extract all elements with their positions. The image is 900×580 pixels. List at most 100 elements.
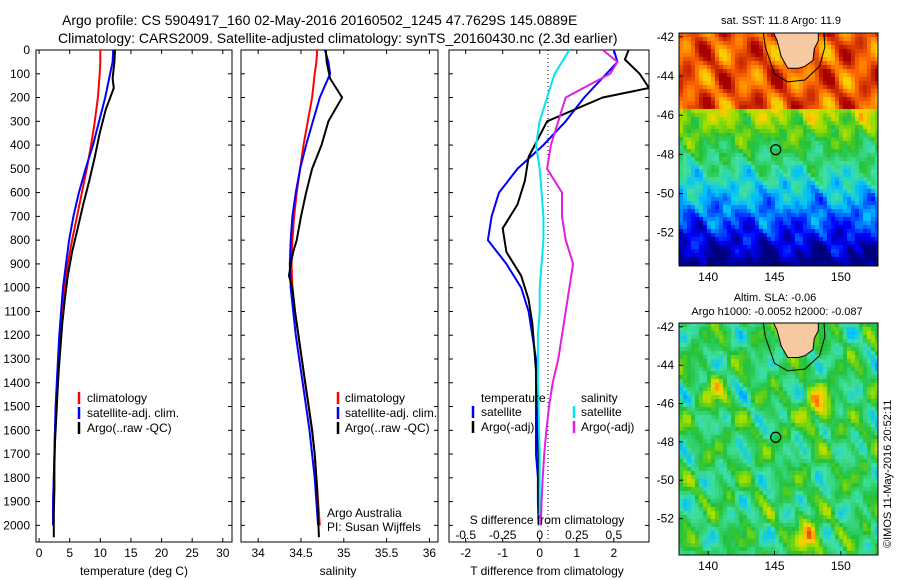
map-cell xyxy=(747,419,752,424)
map-cell xyxy=(839,411,844,416)
map-cell xyxy=(855,241,860,246)
map-cell xyxy=(819,189,824,194)
map-cell xyxy=(839,201,844,206)
map-cell xyxy=(823,149,828,154)
map-cell xyxy=(867,383,872,388)
map-cell xyxy=(715,101,720,106)
map-cell xyxy=(851,351,856,356)
map-cell xyxy=(815,225,820,230)
map-cell xyxy=(815,149,820,154)
map-cell xyxy=(835,185,840,190)
map-cell xyxy=(867,65,872,70)
map-cell xyxy=(803,205,808,210)
map-cell xyxy=(723,343,728,348)
map-cell xyxy=(851,447,856,452)
map-cell xyxy=(727,205,732,210)
map-cell xyxy=(751,81,756,86)
map-cell xyxy=(719,33,724,38)
map-cell xyxy=(835,221,840,226)
map-cell xyxy=(767,213,772,218)
map-cell xyxy=(743,101,748,106)
map-cell xyxy=(863,431,868,436)
map-cell xyxy=(735,351,740,356)
map-cell xyxy=(743,69,748,74)
map-cell xyxy=(819,415,824,420)
map-cell xyxy=(743,241,748,246)
map-cell xyxy=(823,73,828,78)
map-cell xyxy=(767,201,772,206)
map-cell xyxy=(687,69,692,74)
map-cell xyxy=(759,193,764,198)
map-cell xyxy=(835,423,840,428)
map-cell xyxy=(691,117,696,122)
map-cell xyxy=(847,407,852,412)
map-cell xyxy=(775,93,780,98)
map-cell xyxy=(683,379,688,384)
map-cell xyxy=(779,225,784,230)
map-cell xyxy=(711,181,716,186)
map-cell xyxy=(747,109,752,114)
map-cell xyxy=(751,343,756,348)
map-cell xyxy=(715,181,720,186)
map-cell xyxy=(811,363,816,368)
map-cell xyxy=(823,77,828,82)
map-cell xyxy=(779,387,784,392)
map-cell xyxy=(703,411,708,416)
map-cell xyxy=(703,221,708,226)
map-cell xyxy=(771,77,776,82)
map-cell xyxy=(839,249,844,254)
map-cell xyxy=(779,157,784,162)
map-cell xyxy=(823,403,828,408)
map-cell xyxy=(795,81,800,86)
map-cell xyxy=(827,233,832,238)
map-cell xyxy=(687,367,692,372)
map-cell xyxy=(679,347,684,352)
map-cell xyxy=(859,161,864,166)
map-cell xyxy=(815,257,820,262)
map-cell xyxy=(787,77,792,82)
map-cell xyxy=(827,81,832,86)
map-cell xyxy=(775,133,780,138)
map-cell xyxy=(827,419,832,424)
map-cell xyxy=(707,169,712,174)
map-cell xyxy=(715,229,720,234)
map-cell xyxy=(791,419,796,424)
map-cell xyxy=(811,383,816,388)
map-cell xyxy=(703,431,708,436)
map-cell xyxy=(707,141,712,146)
map-cell xyxy=(867,137,872,142)
map-cell xyxy=(751,33,756,38)
map-cell xyxy=(875,435,878,440)
map-cell xyxy=(855,253,860,258)
map-cell xyxy=(851,193,856,198)
map-cell xyxy=(803,221,808,226)
map-cell xyxy=(831,81,836,86)
map-cell xyxy=(811,419,816,424)
map-cell xyxy=(763,37,768,42)
map-cell xyxy=(727,399,732,404)
map-cell xyxy=(759,225,764,230)
map-cell xyxy=(851,121,856,126)
map-cell xyxy=(695,157,700,162)
map-cell xyxy=(767,45,772,50)
map-cell xyxy=(723,221,728,226)
map-cell xyxy=(711,225,716,230)
map-cell xyxy=(723,149,728,154)
map-cell xyxy=(871,145,876,150)
map-cell xyxy=(819,221,824,226)
map-cell xyxy=(755,221,760,226)
map-cell xyxy=(835,61,840,66)
map-cell xyxy=(739,387,744,392)
map-cell xyxy=(851,93,856,98)
map-cell xyxy=(743,347,748,352)
map-cell xyxy=(735,141,740,146)
map-cell xyxy=(763,411,768,416)
map-cell xyxy=(795,391,800,396)
map-cell xyxy=(751,213,756,218)
map-cell xyxy=(847,331,852,336)
map-cell xyxy=(787,395,792,400)
map-cell xyxy=(735,403,740,408)
map-cell xyxy=(875,343,878,348)
map-cell xyxy=(763,463,768,468)
map-cell xyxy=(815,53,820,58)
